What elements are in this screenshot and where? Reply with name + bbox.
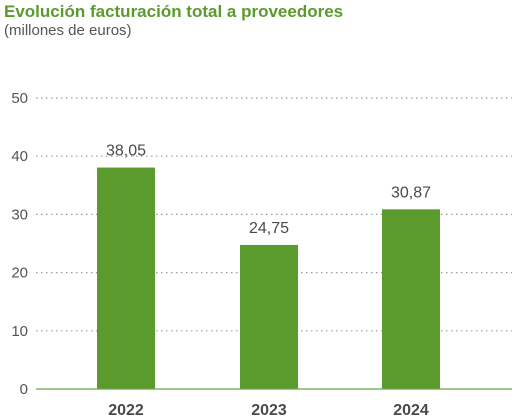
bar-2022 (97, 167, 155, 389)
chart-title: Evolución facturación total a proveedore… (4, 2, 344, 21)
chart-subtitle: (millones de euros) (4, 22, 132, 39)
bar-2023 (240, 244, 298, 389)
y-tick-label-0: 0 (20, 381, 28, 398)
x-tick-label-2024: 2024 (393, 402, 429, 419)
value-label-2023: 24,75 (249, 220, 289, 237)
y-tick-label-20: 20 (11, 265, 28, 282)
y-tick-label-30: 30 (11, 206, 28, 223)
bar-2024 (382, 209, 440, 389)
value-label-2024: 30,87 (391, 184, 431, 201)
y-tick-label-50: 50 (11, 90, 28, 107)
y-tick-label-40: 40 (11, 148, 28, 165)
x-tick-label-2022: 2022 (108, 402, 144, 419)
value-label-2022: 38,05 (106, 143, 146, 160)
x-tick-label-2023: 2023 (251, 402, 287, 419)
y-tick-label-10: 10 (11, 323, 28, 340)
